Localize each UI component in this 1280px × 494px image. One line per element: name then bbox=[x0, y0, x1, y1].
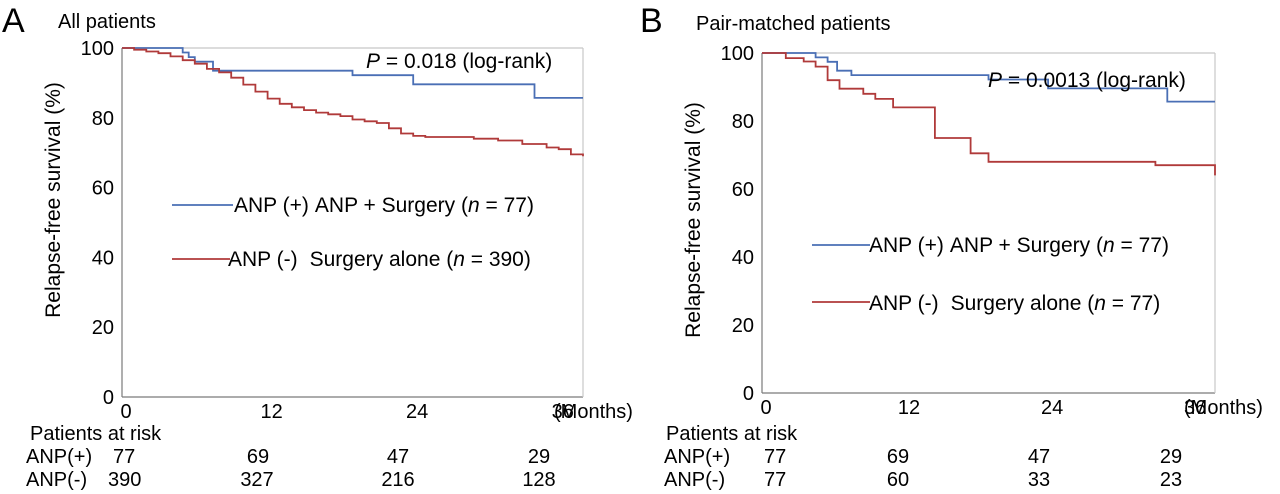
panel-a-risk-header: Patients at risk bbox=[30, 423, 162, 445]
panel-b-risk-cell: 60 bbox=[887, 469, 909, 491]
panel-b-legend-group: ANP (+) bbox=[869, 234, 944, 257]
panel-a-letter: A bbox=[2, 2, 25, 40]
panel-b-risk-cell: 29 bbox=[1160, 446, 1182, 468]
panel-b-y-tick: 60 bbox=[732, 179, 754, 201]
panel-a-risk-cell: 327 bbox=[240, 469, 273, 491]
panel-b-x-ticks: 0 12 24 36 bbox=[760, 397, 1206, 419]
panel-b-legend-entry-anp-minus: ANP (-) Surgery alone (n = 77) bbox=[869, 292, 1160, 315]
panel-a-risk-cell: 216 bbox=[381, 469, 414, 491]
panel-b-y-tick: 80 bbox=[732, 111, 754, 133]
panel-b-risk-cell: 23 bbox=[1160, 469, 1182, 491]
panel-b-title: Pair-matched patients bbox=[696, 13, 891, 35]
panel-b-legend-desc: Surgery alone bbox=[951, 292, 1082, 315]
panel-a-pvalue-symbol: P bbox=[366, 50, 380, 73]
panel-a-legend-group: ANP (+) bbox=[234, 194, 309, 217]
panel-b-x-tick: 24 bbox=[1041, 397, 1063, 419]
panel-b-series-anp-minus-curve bbox=[762, 52, 1216, 176]
panel-a-y-tick: 20 bbox=[92, 317, 114, 339]
panel-a-legend-entry-anp-plus: ANP (+) ANP + Surgery (n = 77) bbox=[234, 194, 534, 217]
panel-a-title: All patients bbox=[58, 11, 156, 33]
panel-a-legend-entry-anp-minus: ANP (-) Surgery alone (n = 390) bbox=[228, 248, 531, 271]
panel-a-y-tick: 40 bbox=[92, 247, 114, 269]
panel-a-y-axis-label: Relapse-free survival (%) bbox=[42, 82, 65, 318]
panel-a-legend-desc: ANP + Surgery bbox=[315, 194, 456, 217]
panel-b-legend-n: 77 bbox=[1139, 234, 1162, 257]
panel-b-risk-table: Patients at risk ANP(+) ANP(-) 77 69 47 … bbox=[664, 423, 1182, 491]
panel-b-axes bbox=[761, 52, 1216, 394]
panel-b-pvalue: P = 0.0013 (log-rank) bbox=[988, 69, 1186, 92]
panel-b-y-tick: 100 bbox=[721, 43, 754, 65]
panel-a-x-unit-label: (Months) bbox=[554, 401, 633, 423]
panel-b-risk-cell: 69 bbox=[887, 446, 909, 468]
panel-b-x-tick: 0 bbox=[760, 397, 771, 419]
panel-a-legend-desc: Surgery alone bbox=[310, 248, 441, 271]
panel-b-legend-group: ANP (-) bbox=[869, 292, 939, 315]
panel-b-y-tick: 20 bbox=[732, 315, 754, 337]
panel-a-series-anp-plus-curve bbox=[122, 47, 583, 99]
panel-b-pvalue-text: = 0.0013 (log-rank) bbox=[1002, 69, 1186, 92]
panel-a-axes bbox=[121, 47, 584, 398]
panel-a: A All patients Relapse-free survival (%)… bbox=[2, 2, 633, 491]
panel-b-x-unit-label: (Months) bbox=[1184, 397, 1263, 419]
panel-a-risk-cell: 47 bbox=[387, 446, 409, 468]
panel-b-legend-desc: ANP + Surgery bbox=[950, 234, 1091, 257]
panel-a-y-ticks: 0 20 40 60 80 100 bbox=[81, 38, 114, 409]
panel-b-x-tick: 36 bbox=[1184, 397, 1206, 419]
panel-a-x-tick: 0 bbox=[120, 401, 131, 423]
panel-b-risk-cell: 77 bbox=[764, 446, 786, 468]
panel-a-x-tick: 24 bbox=[406, 401, 428, 423]
panel-a-risk-row-label: ANP(+) bbox=[26, 446, 92, 468]
panel-b-risk-cell: 77 bbox=[764, 469, 786, 491]
panel-a-risk-cell: 390 bbox=[108, 469, 141, 491]
panel-b-y-tick: 0 bbox=[743, 383, 754, 405]
panel-a-legend-group: ANP (-) bbox=[228, 248, 298, 271]
panel-b-legend-n: 77 bbox=[1130, 292, 1153, 315]
panel-b-risk-header: Patients at risk bbox=[666, 423, 798, 445]
panel-b-y-tick: 40 bbox=[732, 247, 754, 269]
panel-a-pvalue-text: = 0.018 (log-rank) bbox=[380, 50, 552, 73]
panel-a-risk-cell: 77 bbox=[113, 446, 135, 468]
panel-a-y-tick: 60 bbox=[92, 178, 114, 200]
panel-a-x-tick: 12 bbox=[260, 401, 282, 423]
panel-a-series-anp-minus-curve bbox=[122, 47, 584, 157]
panel-b-series-anp-plus-curve bbox=[762, 52, 1215, 103]
panel-b-legend: ANP (+) ANP + Surgery (n = 77) ANP (-) Sur… bbox=[812, 234, 1169, 315]
panel-a-risk-row-label: ANP(-) bbox=[26, 469, 87, 491]
panel-a-x-ticks: 0 12 24 36 bbox=[120, 401, 573, 423]
panel-b-x-tick: 12 bbox=[898, 397, 920, 419]
panel-a-pvalue: P = 0.018 (log-rank) bbox=[366, 50, 552, 73]
panel-a-risk-cell: 29 bbox=[528, 446, 550, 468]
panel-a-y-tick: 80 bbox=[92, 108, 114, 130]
panel-a-legend-n: 390 bbox=[489, 248, 524, 271]
panel-a-risk-cell: 69 bbox=[247, 446, 269, 468]
panel-a-x-tick: 36 bbox=[552, 401, 574, 423]
panel-b-risk-cell: 33 bbox=[1028, 469, 1050, 491]
panel-b-risk-row-label: ANP(-) bbox=[664, 469, 725, 491]
panel-b-risk-row-label: ANP(+) bbox=[664, 446, 730, 468]
panel-b-pvalue-symbol: P bbox=[988, 69, 1002, 92]
panel-b-risk-cell: 47 bbox=[1028, 446, 1050, 468]
panel-a-risk-table: Patients at risk ANP(+) ANP(-) 77 69 47 … bbox=[26, 423, 556, 491]
panel-b-letter: B bbox=[640, 2, 663, 40]
panel-b-y-axis-label: Relapse-free survival (%) bbox=[682, 102, 705, 338]
panel-b-legend-entry-anp-plus: ANP (+) ANP + Surgery (n = 77) bbox=[869, 234, 1169, 257]
panel-b: B Pair-matched patients Relapse-free sur… bbox=[640, 2, 1263, 491]
panel-a-legend: ANP (+) ANP + Surgery (n = 77) ANP (-) Sur… bbox=[172, 194, 534, 271]
panel-a-y-tick: 100 bbox=[81, 38, 114, 60]
panel-b-y-ticks: 0 20 40 60 80 100 bbox=[721, 43, 754, 405]
panel-a-risk-cell: 128 bbox=[522, 469, 555, 491]
panel-a-y-tick: 0 bbox=[103, 387, 114, 409]
panel-a-legend-n: 77 bbox=[504, 194, 527, 217]
